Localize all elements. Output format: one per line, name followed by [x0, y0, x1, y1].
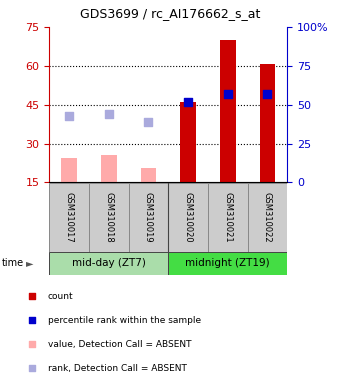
Text: percentile rank within the sample: percentile rank within the sample [48, 316, 201, 324]
Point [30, 317, 35, 323]
Bar [140, 168, 156, 182]
Point [146, 119, 151, 125]
Bar [248, 183, 287, 252]
Text: midnight (ZT19): midnight (ZT19) [186, 258, 270, 268]
Text: mid-day (ZT7): mid-day (ZT7) [72, 258, 146, 268]
Bar [49, 252, 168, 275]
Text: GSM310022: GSM310022 [263, 192, 272, 243]
Text: GSM310018: GSM310018 [104, 192, 113, 243]
Point [106, 111, 112, 117]
Point [30, 365, 35, 371]
Text: GSM310017: GSM310017 [65, 192, 74, 243]
Point [225, 91, 231, 97]
Text: GSM310020: GSM310020 [184, 192, 193, 243]
Bar [168, 252, 287, 275]
Bar [168, 183, 208, 252]
Bar [208, 183, 248, 252]
Point [30, 293, 35, 299]
Point [30, 341, 35, 347]
Bar [180, 102, 196, 182]
Bar [61, 158, 77, 182]
Point [265, 91, 270, 97]
Bar [129, 183, 168, 252]
Text: count: count [48, 292, 73, 301]
Bar [220, 40, 236, 182]
Text: rank, Detection Call = ABSENT: rank, Detection Call = ABSENT [48, 364, 186, 372]
Text: ►: ► [26, 258, 33, 268]
Text: GSM310021: GSM310021 [223, 192, 232, 243]
Text: time: time [2, 258, 24, 268]
Bar [49, 183, 89, 252]
Point [185, 98, 191, 104]
Text: GDS3699 / rc_AI176662_s_at: GDS3699 / rc_AI176662_s_at [80, 7, 260, 20]
Text: value, Detection Call = ABSENT: value, Detection Call = ABSENT [48, 340, 191, 349]
Bar [259, 65, 275, 182]
Bar [89, 183, 129, 252]
Text: GSM310019: GSM310019 [144, 192, 153, 243]
Point [66, 113, 72, 119]
Bar [101, 155, 117, 182]
